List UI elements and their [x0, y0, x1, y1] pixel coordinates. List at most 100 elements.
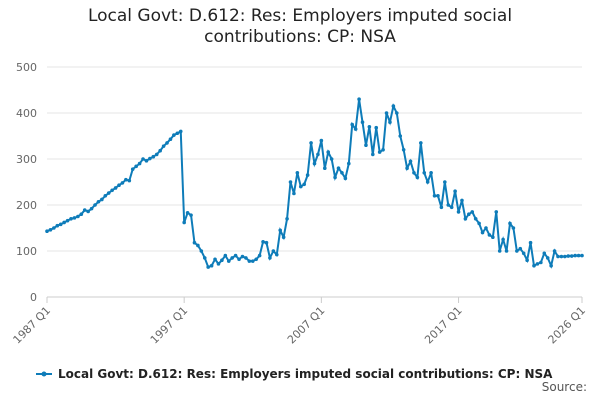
- point: [319, 138, 324, 143]
- point: [55, 223, 60, 228]
- point: [148, 156, 152, 161]
- x-tick-label: 1987 Q1: [11, 304, 54, 347]
- point: [189, 213, 193, 217]
- point: [151, 154, 156, 159]
- point: [199, 249, 204, 253]
- point: [110, 188, 114, 193]
- point: [130, 167, 135, 171]
- point: [48, 228, 53, 232]
- point: [137, 161, 142, 166]
- point: [326, 150, 331, 154]
- point: [96, 199, 101, 204]
- point: [120, 181, 125, 185]
- point: [106, 191, 111, 195]
- point: [168, 137, 173, 142]
- point: [381, 148, 385, 152]
- y-tick-label: 400: [16, 107, 37, 120]
- point: [182, 220, 186, 225]
- point: [196, 243, 200, 248]
- point: [316, 152, 320, 157]
- point: [425, 180, 430, 184]
- point: [223, 253, 228, 258]
- point: [261, 240, 265, 244]
- point: [470, 210, 475, 214]
- point: [552, 249, 557, 253]
- point: [65, 218, 70, 223]
- point: [250, 259, 255, 263]
- point: [429, 171, 433, 175]
- point: [494, 210, 499, 214]
- point: [292, 191, 296, 196]
- point: [384, 111, 389, 115]
- x-tick-label: 2007 Q1: [285, 304, 328, 347]
- point: [542, 251, 547, 256]
- point: [274, 252, 279, 257]
- point: [569, 254, 574, 258]
- point: [453, 189, 457, 193]
- point: [374, 125, 379, 130]
- point: [484, 226, 488, 230]
- point: [395, 111, 399, 115]
- point: [58, 222, 63, 227]
- point: [497, 249, 502, 253]
- point: [103, 194, 108, 198]
- point: [62, 220, 66, 225]
- point: [460, 198, 464, 203]
- point: [405, 166, 409, 170]
- point: [93, 203, 97, 207]
- source: Source:: [542, 380, 587, 394]
- point: [353, 127, 358, 131]
- point: [268, 256, 272, 260]
- point: [52, 226, 56, 230]
- point: [257, 253, 262, 258]
- point: [134, 164, 138, 169]
- point: [302, 182, 307, 187]
- point: [343, 176, 348, 181]
- point: [340, 171, 344, 175]
- point: [144, 159, 149, 163]
- point: [346, 161, 351, 166]
- point: [45, 229, 49, 234]
- point: [371, 152, 375, 157]
- point: [185, 211, 190, 215]
- point: [515, 249, 519, 253]
- x-tick-label: 2026 Q1: [546, 304, 589, 347]
- y-tick-label: 500: [16, 61, 37, 74]
- point: [288, 180, 293, 184]
- point: [422, 171, 427, 175]
- point: [230, 256, 234, 260]
- point: [254, 257, 258, 262]
- point: [412, 171, 416, 175]
- point: [124, 177, 128, 182]
- legend-label: Local Govt: D.612: Res: Employers impute…: [58, 367, 553, 381]
- point: [154, 152, 159, 157]
- point: [491, 235, 495, 239]
- point: [504, 249, 509, 253]
- point: [415, 175, 420, 180]
- point: [398, 134, 403, 138]
- point: [580, 253, 584, 258]
- point: [178, 129, 183, 134]
- point: [518, 246, 523, 251]
- point: [309, 141, 313, 145]
- point: [357, 97, 361, 101]
- point: [295, 171, 300, 175]
- point: [388, 120, 392, 124]
- point: [220, 258, 224, 263]
- point: [539, 260, 543, 265]
- point: [175, 131, 180, 136]
- point: [278, 228, 283, 233]
- x-tick-label: 1997 Q1: [148, 304, 191, 347]
- y-tick-label: 0: [30, 291, 37, 304]
- point: [477, 221, 481, 226]
- point: [511, 226, 516, 230]
- point: [508, 221, 512, 226]
- point: [82, 208, 87, 212]
- point: [233, 253, 238, 258]
- point: [237, 257, 241, 262]
- series-line: [46, 99, 582, 269]
- point: [446, 203, 451, 207]
- point: [467, 212, 471, 216]
